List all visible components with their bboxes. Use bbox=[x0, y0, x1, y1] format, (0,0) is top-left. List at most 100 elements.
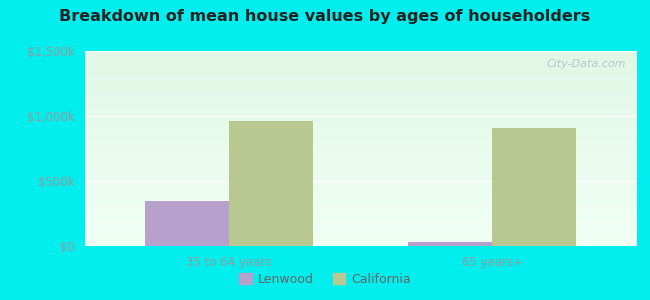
Bar bbox=[84, 74, 637, 75]
Bar bbox=[84, 59, 637, 60]
Bar bbox=[84, 88, 637, 89]
Bar bbox=[84, 149, 637, 150]
Bar bbox=[84, 235, 637, 236]
Bar bbox=[84, 103, 637, 105]
Bar bbox=[84, 105, 637, 106]
Bar bbox=[84, 187, 637, 188]
Bar bbox=[84, 233, 637, 234]
Bar bbox=[84, 202, 637, 203]
Bar bbox=[84, 146, 637, 148]
Bar bbox=[84, 206, 637, 207]
Bar bbox=[84, 145, 637, 146]
Bar bbox=[84, 53, 637, 54]
Bar bbox=[84, 221, 637, 222]
Bar bbox=[84, 155, 637, 156]
Bar bbox=[84, 99, 637, 100]
Bar bbox=[84, 144, 637, 145]
Bar bbox=[84, 194, 637, 195]
Bar bbox=[84, 72, 637, 74]
Bar bbox=[84, 135, 637, 136]
Bar bbox=[84, 107, 637, 109]
Bar bbox=[84, 87, 637, 88]
Bar bbox=[84, 58, 637, 59]
Bar bbox=[84, 232, 637, 233]
Bar bbox=[84, 191, 637, 192]
Bar bbox=[84, 157, 637, 158]
Bar bbox=[84, 61, 637, 62]
Bar bbox=[84, 112, 637, 113]
Bar bbox=[84, 152, 637, 153]
Bar bbox=[84, 199, 637, 200]
Bar bbox=[84, 132, 637, 133]
Bar bbox=[84, 201, 637, 202]
Bar bbox=[84, 92, 637, 93]
Bar bbox=[84, 89, 637, 90]
Legend: Lenwood, California: Lenwood, California bbox=[234, 268, 416, 291]
Bar bbox=[84, 76, 637, 77]
Bar bbox=[84, 137, 637, 138]
Bar bbox=[84, 198, 637, 199]
Bar bbox=[84, 94, 637, 95]
Bar bbox=[84, 244, 637, 245]
Bar bbox=[84, 181, 637, 182]
Bar bbox=[84, 178, 637, 179]
Bar bbox=[84, 54, 637, 55]
Bar bbox=[84, 190, 637, 191]
Bar bbox=[84, 184, 637, 185]
Bar bbox=[84, 110, 637, 111]
Bar bbox=[84, 130, 637, 131]
Bar bbox=[84, 237, 637, 238]
Bar bbox=[84, 200, 637, 201]
Bar bbox=[84, 81, 637, 82]
Bar bbox=[84, 98, 637, 99]
Text: Breakdown of mean house values by ages of householders: Breakdown of mean house values by ages o… bbox=[59, 9, 591, 24]
Bar bbox=[84, 212, 637, 213]
Bar bbox=[84, 153, 637, 154]
Bar bbox=[84, 219, 637, 220]
Bar bbox=[84, 101, 637, 102]
Bar bbox=[84, 229, 637, 230]
Bar bbox=[84, 197, 637, 198]
Bar bbox=[84, 134, 637, 135]
Bar bbox=[84, 210, 637, 211]
Bar bbox=[84, 180, 637, 181]
Bar bbox=[84, 172, 637, 173]
Bar bbox=[84, 66, 637, 67]
Bar bbox=[84, 96, 637, 97]
Bar bbox=[84, 114, 637, 115]
Bar bbox=[84, 148, 637, 149]
Bar bbox=[408, 242, 492, 246]
Bar bbox=[84, 204, 637, 205]
Bar bbox=[84, 75, 637, 76]
Bar bbox=[84, 138, 637, 139]
Bar bbox=[84, 226, 637, 227]
Bar bbox=[84, 95, 637, 96]
Bar bbox=[84, 140, 637, 141]
Bar bbox=[84, 168, 637, 169]
Bar bbox=[84, 56, 637, 57]
Bar bbox=[84, 162, 637, 163]
Bar bbox=[84, 164, 637, 165]
Bar bbox=[84, 70, 637, 71]
Bar bbox=[84, 79, 637, 80]
Bar bbox=[84, 131, 637, 132]
Bar bbox=[84, 171, 637, 172]
Bar bbox=[84, 62, 637, 63]
Bar bbox=[84, 223, 637, 224]
Bar bbox=[84, 60, 637, 61]
Bar bbox=[84, 214, 637, 215]
Bar bbox=[84, 173, 637, 174]
Bar bbox=[84, 121, 637, 122]
Bar bbox=[84, 234, 637, 235]
Bar bbox=[84, 141, 637, 142]
Bar bbox=[84, 115, 637, 116]
Bar bbox=[84, 117, 637, 118]
Bar bbox=[229, 121, 313, 246]
Bar bbox=[84, 90, 637, 91]
Bar bbox=[84, 129, 637, 130]
Bar bbox=[84, 170, 637, 171]
Bar bbox=[84, 68, 637, 70]
Bar bbox=[84, 111, 637, 112]
Bar bbox=[84, 85, 637, 86]
Bar bbox=[84, 205, 637, 206]
